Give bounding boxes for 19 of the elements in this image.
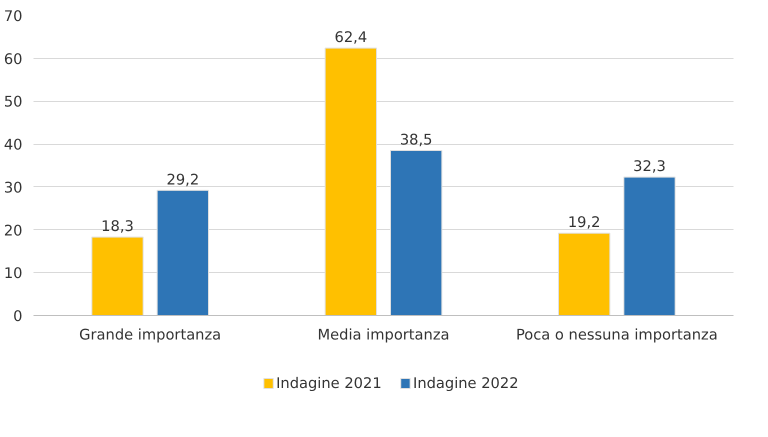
data-label: 38,5 (400, 132, 432, 148)
y-tick-label: 10 (4, 265, 23, 282)
data-label: 19,2 (568, 214, 600, 232)
x-tick-label: Media importanza (317, 326, 450, 344)
y-tick-label: 70 (4, 8, 23, 25)
legend-label: Indagine 2022 (412, 375, 519, 392)
y-tick-label: 60 (4, 50, 23, 68)
data-label: 29,2 (166, 171, 200, 188)
x-tick-label: Poca o nessuna importanza (516, 326, 718, 344)
y-tick-label: 40 (4, 136, 23, 154)
data-label: 18,3 (101, 218, 134, 236)
y-tick-label: 50 (4, 94, 23, 111)
data-label: 32,3 (633, 158, 666, 176)
legend-label: Indagine 2021 (276, 375, 382, 392)
y-tick-label: 20 (4, 222, 23, 240)
data-label: 62,4 (334, 29, 368, 46)
y-tick-label: 0 (13, 308, 23, 325)
y-tick-label: 30 (4, 179, 23, 196)
x-tick-label: Grande importanza (79, 326, 222, 344)
